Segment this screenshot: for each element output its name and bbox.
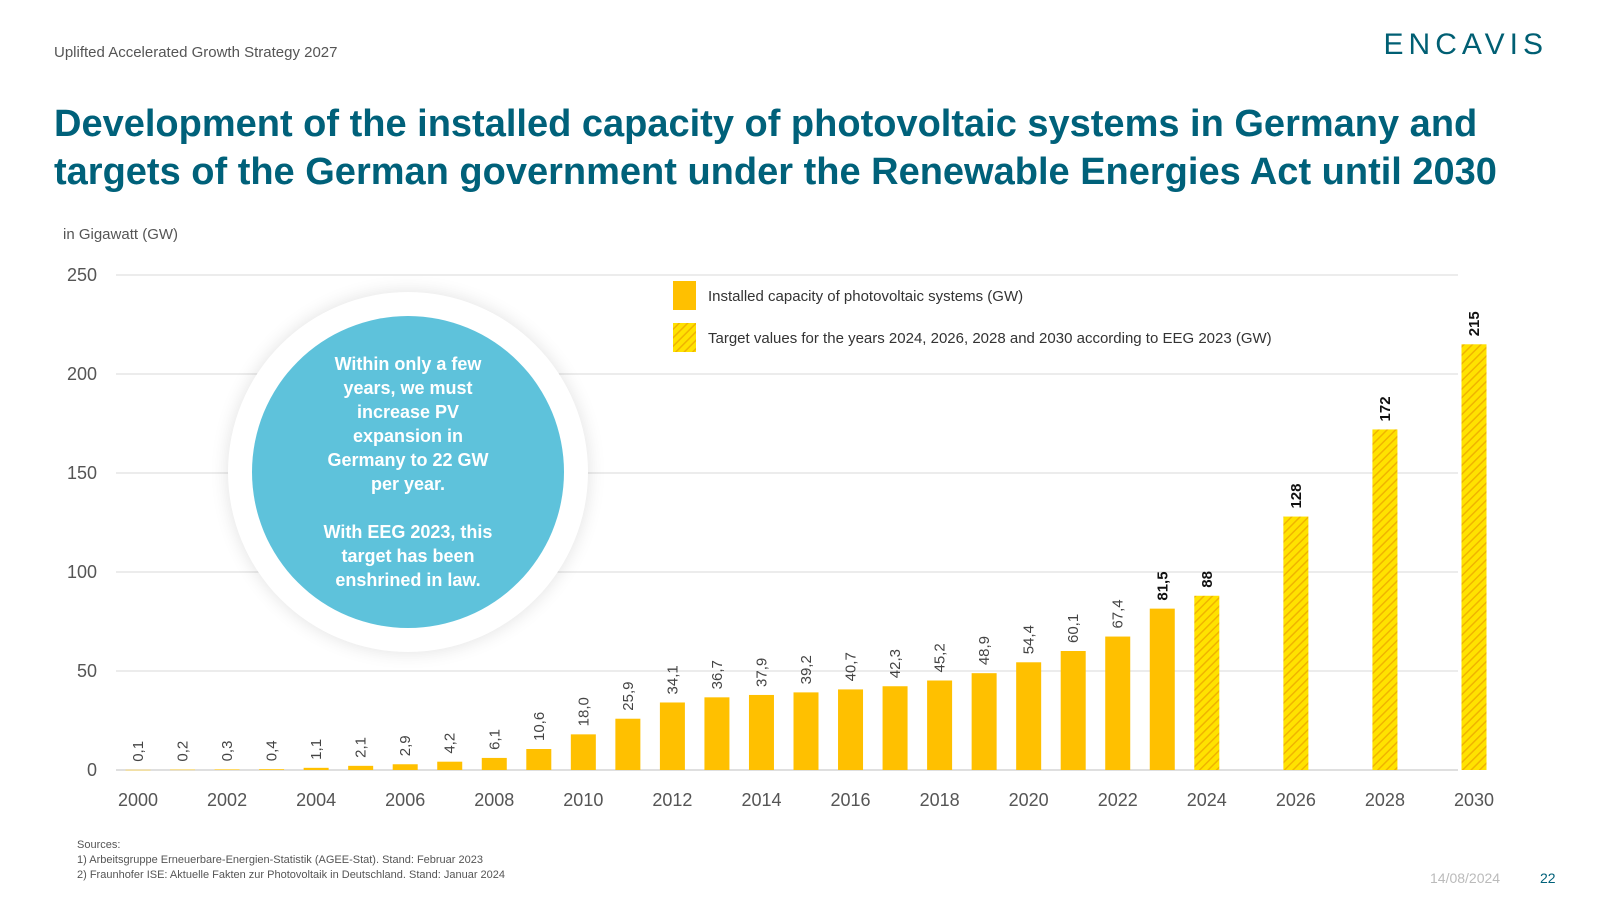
slide-subtitle: Uplifted Accelerated Growth Strategy 202… — [54, 44, 338, 61]
callout-bubble: Within only a few years, we must increas… — [252, 316, 564, 628]
bar-value-label: 67,4 — [1110, 599, 1127, 628]
bar-installed — [348, 765, 374, 770]
bar-installed — [392, 764, 418, 770]
x-tick-label: 2030 — [1454, 790, 1494, 810]
source-item-2: 2) Fraunhofer ISE: Aktuelle Fakten zur P… — [77, 869, 506, 881]
bar-value-label: 54,4 — [1021, 625, 1038, 654]
bar-installed — [259, 769, 285, 770]
x-tick-label: 2004 — [296, 790, 336, 810]
bar-installed — [838, 689, 864, 770]
legend-label-installed: Installed capacity of photovoltaic syste… — [708, 288, 1023, 305]
bar-target — [1283, 516, 1309, 770]
source-item-1: 1) Arbeitsgruppe Erneuerbare-Energien-St… — [77, 854, 483, 866]
bar-value-label: 60,1 — [1065, 614, 1082, 643]
x-tick-label: 2026 — [1276, 790, 1316, 810]
bar-target — [1461, 344, 1487, 770]
bar-installed — [659, 702, 685, 770]
bar-value-label: 0,1 — [130, 741, 147, 762]
bar-installed — [882, 686, 908, 770]
y-tick-label: 150 — [67, 463, 97, 483]
bar-installed — [793, 692, 819, 770]
bar-installed — [125, 769, 151, 771]
bar-value-label: 128 — [1288, 484, 1305, 509]
x-tick-label: 2012 — [652, 790, 692, 810]
bar-installed — [748, 694, 774, 770]
bar-value-label: 18,0 — [575, 697, 592, 726]
x-tick-label: 2018 — [920, 790, 960, 810]
sources-label: Sources: — [77, 839, 121, 851]
callout-text-1: Within only a few years, we must increas… — [327, 354, 489, 494]
bar-installed — [437, 761, 463, 770]
bar-value-label: 10,6 — [531, 712, 548, 741]
legend-label-targets: Target values for the years 2024, 2026, … — [708, 330, 1272, 347]
callout-circle: Within only a few years, we must increas… — [228, 292, 588, 652]
bar-installed — [1016, 662, 1042, 770]
bar-target — [1194, 595, 1220, 770]
bar-value-label: 45,2 — [932, 643, 949, 672]
bar-installed — [170, 769, 196, 771]
bar-installed — [1060, 651, 1086, 770]
legend-swatch-targets — [673, 323, 696, 352]
y-tick-label: 200 — [67, 364, 97, 384]
x-tick-label: 2024 — [1187, 790, 1227, 810]
x-tick-label: 2000 — [118, 790, 158, 810]
bar-value-label: 37,9 — [753, 658, 770, 687]
slide-title: Development of the installed capacity of… — [54, 103, 1497, 193]
y-axis-unit-label: in Gigawatt (GW) — [63, 226, 179, 243]
bar-value-label: 4,2 — [442, 733, 459, 754]
y-tick-label: 100 — [67, 562, 97, 582]
bar-value-label: 1,1 — [308, 739, 325, 760]
bar-value-label: 0,2 — [175, 741, 192, 762]
y-tick-label: 250 — [67, 265, 97, 285]
bar-value-label: 215 — [1466, 311, 1483, 336]
encavis-logo: ENCAVIS — [1383, 28, 1548, 61]
x-tick-label: 2008 — [474, 790, 514, 810]
bar-value-label: 0,4 — [264, 740, 281, 761]
bar-value-label: 40,7 — [843, 652, 860, 681]
x-tick-label: 2022 — [1098, 790, 1138, 810]
bar-value-label: 42,3 — [887, 649, 904, 678]
bar-installed — [481, 757, 507, 770]
x-tick-label: 2020 — [1009, 790, 1049, 810]
bar-installed — [570, 734, 596, 770]
bar-value-label: 39,2 — [798, 655, 815, 684]
bar-value-label: 2,9 — [397, 735, 414, 756]
page-number: 22 — [1540, 870, 1556, 886]
legend-swatch-installed — [673, 281, 696, 310]
bar-installed — [971, 673, 997, 770]
bar-value-label: 172 — [1377, 396, 1394, 421]
bar-target — [1372, 429, 1398, 770]
sources-block: Sources: 1) Arbeitsgruppe Erneuerbare-En… — [77, 838, 505, 883]
x-tick-label: 2016 — [831, 790, 871, 810]
slide-date: 14/08/2024 — [1430, 870, 1501, 886]
x-tick-label: 2006 — [385, 790, 425, 810]
bar-value-label: 48,9 — [976, 636, 993, 665]
bar-installed — [704, 697, 730, 770]
callout-text-2: With EEG 2023, this target has been ensh… — [323, 522, 493, 590]
bar-installed — [303, 767, 329, 770]
bar-value-label: 0,3 — [219, 741, 236, 762]
bar-installed — [1149, 608, 1175, 770]
bar-installed — [927, 680, 953, 770]
bar-value-label: 2,1 — [353, 737, 370, 758]
bar-installed — [1105, 636, 1131, 770]
bar-value-label: 36,7 — [709, 660, 726, 689]
bar-installed — [615, 718, 641, 770]
bar-installed — [526, 749, 552, 770]
x-tick-label: 2014 — [741, 790, 781, 810]
bar-value-label: 6,1 — [486, 729, 503, 750]
bar-value-label: 88 — [1199, 571, 1216, 588]
y-tick-label: 0 — [87, 760, 97, 780]
bar-value-label: 81,5 — [1154, 571, 1171, 600]
x-tick-label: 2028 — [1365, 790, 1405, 810]
x-tick-label: 2002 — [207, 790, 247, 810]
y-tick-label: 50 — [77, 661, 97, 681]
bar-value-label: 34,1 — [664, 665, 681, 694]
x-tick-label: 2010 — [563, 790, 603, 810]
bar-installed — [214, 769, 240, 770]
bar-value-label: 25,9 — [620, 682, 637, 711]
